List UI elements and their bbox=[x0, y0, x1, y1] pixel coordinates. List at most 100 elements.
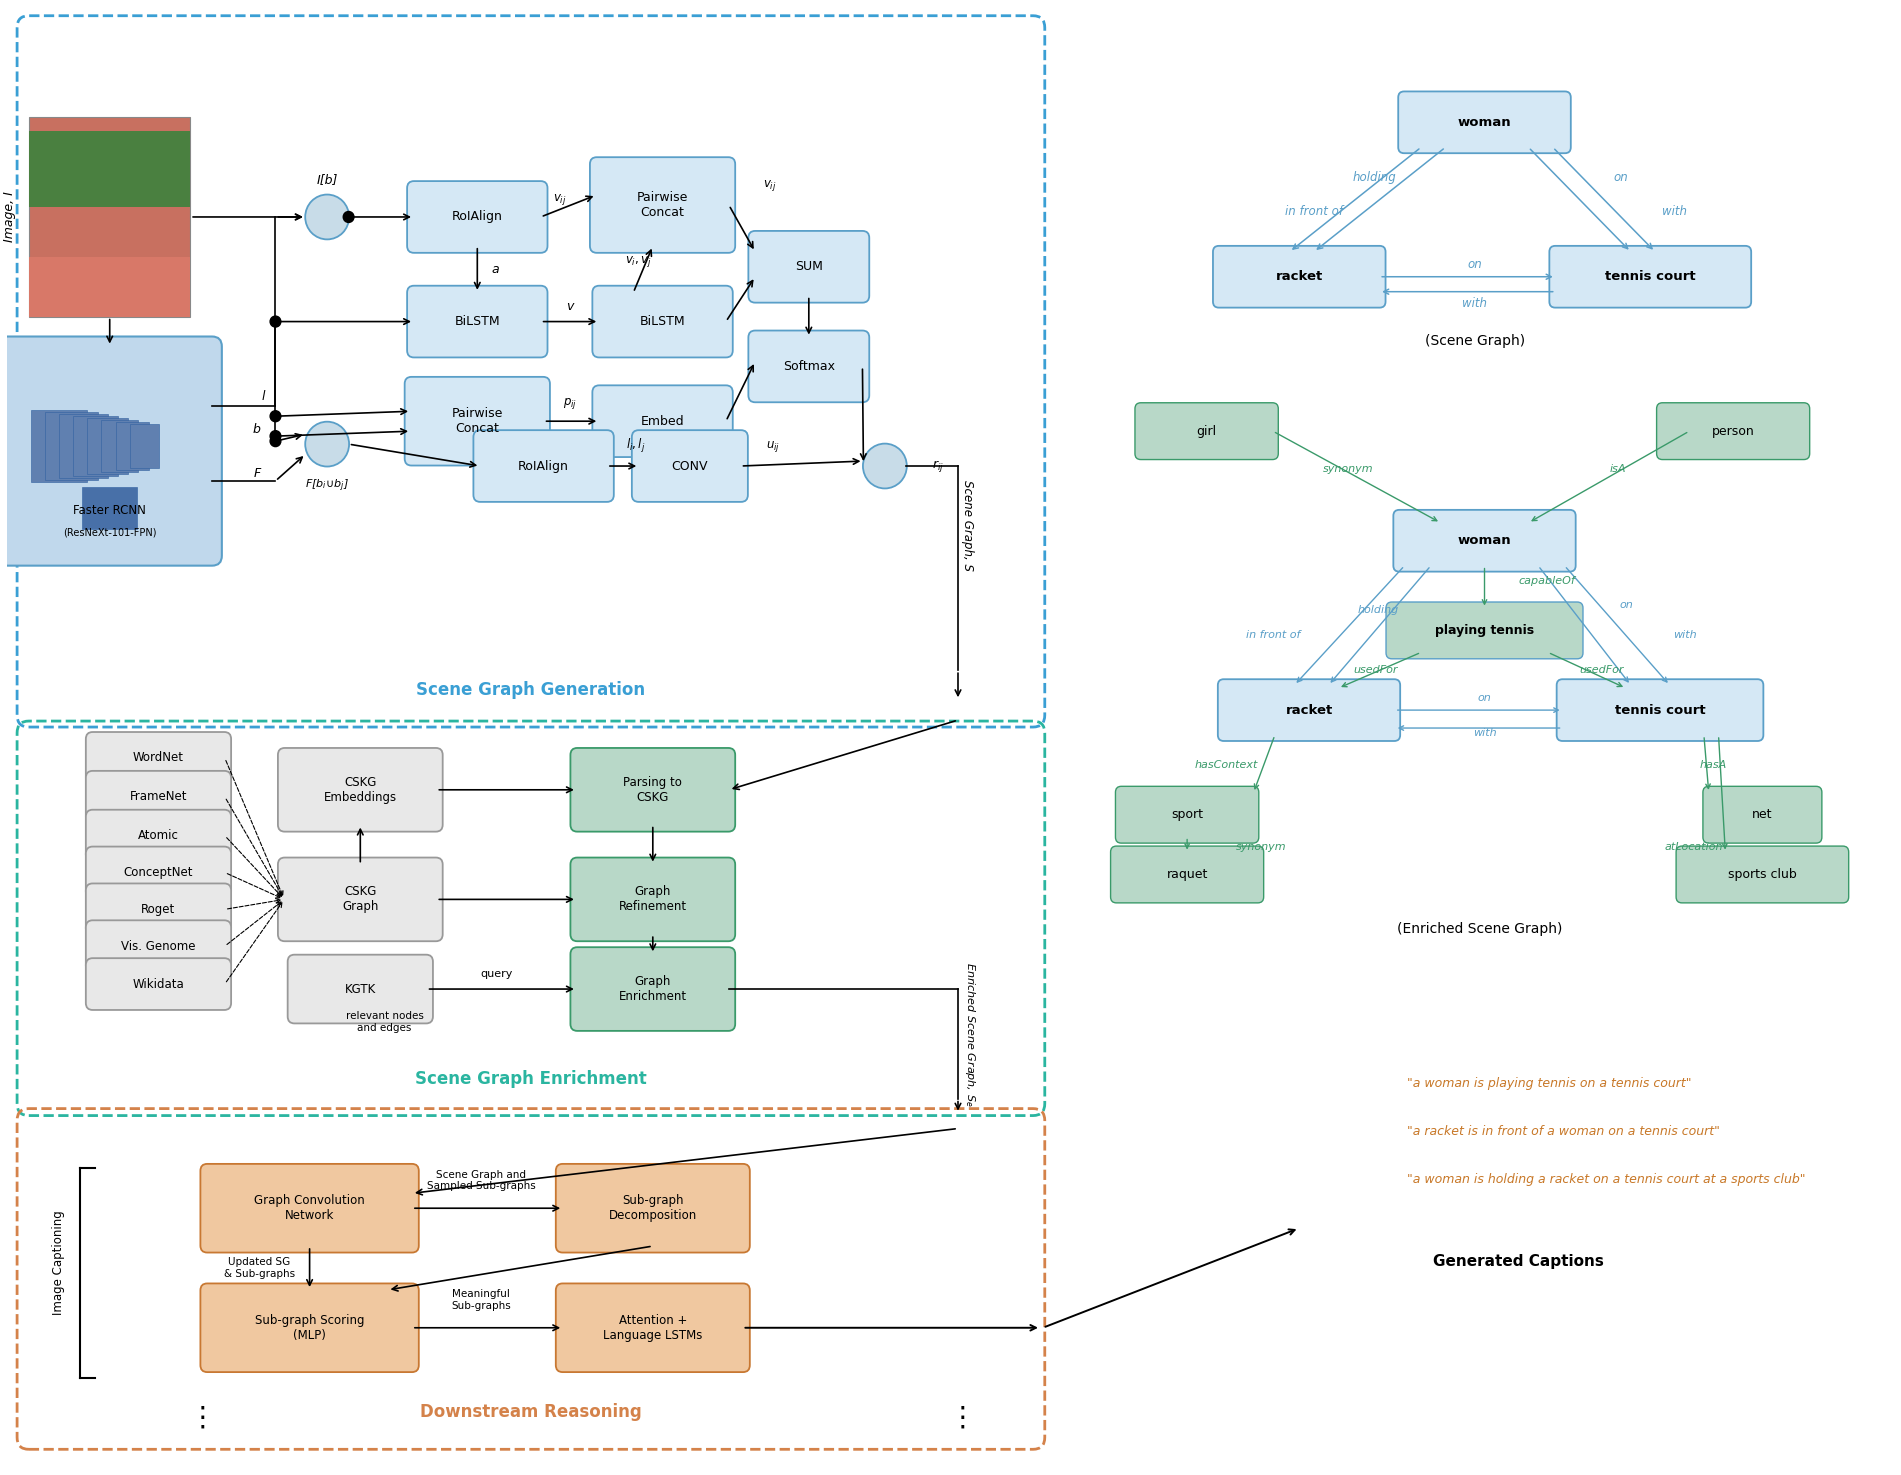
Text: holding: holding bbox=[1354, 171, 1397, 183]
Text: capableOf: capableOf bbox=[1519, 575, 1576, 586]
Text: Parsing to
CSKG: Parsing to CSKG bbox=[624, 776, 682, 804]
FancyBboxPatch shape bbox=[749, 330, 869, 403]
Text: with: with bbox=[1462, 296, 1487, 310]
FancyBboxPatch shape bbox=[570, 748, 736, 832]
Text: with: with bbox=[1673, 630, 1696, 640]
FancyBboxPatch shape bbox=[1656, 403, 1810, 460]
Text: $u_{ij}$: $u_{ij}$ bbox=[766, 438, 779, 454]
Text: playing tennis: playing tennis bbox=[1435, 624, 1534, 637]
Text: Roget: Roget bbox=[141, 903, 175, 916]
Text: in front of: in front of bbox=[1285, 205, 1342, 218]
FancyBboxPatch shape bbox=[593, 385, 732, 457]
Text: Embed: Embed bbox=[641, 414, 684, 428]
FancyBboxPatch shape bbox=[1703, 786, 1821, 844]
FancyBboxPatch shape bbox=[555, 1164, 749, 1252]
FancyBboxPatch shape bbox=[86, 920, 232, 972]
Text: (Enriched Scene Graph): (Enriched Scene Graph) bbox=[1397, 922, 1563, 937]
FancyBboxPatch shape bbox=[1135, 403, 1277, 460]
Text: relevant nodes
and edges: relevant nodes and edges bbox=[346, 1012, 424, 1032]
FancyBboxPatch shape bbox=[589, 158, 736, 252]
FancyBboxPatch shape bbox=[570, 857, 736, 941]
Text: FrameNet: FrameNet bbox=[129, 791, 186, 804]
Text: woman: woman bbox=[1458, 117, 1511, 128]
FancyBboxPatch shape bbox=[86, 771, 232, 823]
Text: RoIAlign: RoIAlign bbox=[519, 460, 568, 472]
FancyBboxPatch shape bbox=[570, 947, 736, 1031]
FancyBboxPatch shape bbox=[29, 118, 190, 317]
Text: Faster RCNN: Faster RCNN bbox=[74, 504, 146, 518]
FancyBboxPatch shape bbox=[101, 420, 139, 472]
FancyBboxPatch shape bbox=[1110, 847, 1264, 903]
FancyBboxPatch shape bbox=[278, 748, 443, 832]
FancyBboxPatch shape bbox=[30, 410, 87, 482]
FancyBboxPatch shape bbox=[278, 857, 443, 941]
Text: CSKG
Embeddings: CSKG Embeddings bbox=[323, 776, 397, 804]
Text: tennis court: tennis court bbox=[1614, 704, 1705, 717]
FancyBboxPatch shape bbox=[1549, 246, 1751, 308]
Text: Scene Graph, S: Scene Graph, S bbox=[962, 481, 973, 571]
Text: a: a bbox=[490, 263, 498, 276]
FancyBboxPatch shape bbox=[29, 131, 190, 207]
FancyBboxPatch shape bbox=[129, 425, 160, 468]
FancyBboxPatch shape bbox=[200, 1164, 418, 1252]
Text: l: l bbox=[262, 389, 266, 403]
Text: Enriched Scene Graph, $S_e$: Enriched Scene Graph, $S_e$ bbox=[962, 962, 977, 1106]
Text: Scene Graph and
Sampled Sub-graphs: Scene Graph and Sampled Sub-graphs bbox=[428, 1170, 536, 1192]
Circle shape bbox=[344, 211, 354, 223]
FancyBboxPatch shape bbox=[0, 336, 222, 565]
Text: F: F bbox=[253, 466, 260, 479]
FancyBboxPatch shape bbox=[593, 286, 732, 357]
FancyBboxPatch shape bbox=[1399, 91, 1570, 153]
FancyBboxPatch shape bbox=[86, 959, 232, 1010]
Text: Downstream Reasoning: Downstream Reasoning bbox=[420, 1403, 643, 1422]
Circle shape bbox=[270, 435, 281, 447]
Ellipse shape bbox=[863, 444, 907, 488]
Text: with: with bbox=[1661, 205, 1688, 218]
Text: Sub-graph Scoring
(MLP): Sub-graph Scoring (MLP) bbox=[255, 1314, 365, 1342]
Text: on: on bbox=[1468, 258, 1483, 271]
Text: Updated SG
& Sub-graphs: Updated SG & Sub-graphs bbox=[224, 1257, 295, 1279]
Text: net: net bbox=[1753, 808, 1772, 822]
FancyBboxPatch shape bbox=[200, 1283, 418, 1372]
Text: Graph Convolution
Network: Graph Convolution Network bbox=[255, 1195, 365, 1223]
Text: ⋮: ⋮ bbox=[949, 1403, 977, 1431]
FancyBboxPatch shape bbox=[631, 431, 747, 502]
Text: Scene Graph Enrichment: Scene Graph Enrichment bbox=[414, 1069, 646, 1087]
Circle shape bbox=[270, 410, 281, 422]
Text: hasA: hasA bbox=[1699, 760, 1728, 770]
FancyBboxPatch shape bbox=[86, 884, 232, 935]
Text: woman: woman bbox=[1458, 534, 1511, 547]
Text: $v_i,v_j$: $v_i,v_j$ bbox=[625, 254, 652, 270]
FancyBboxPatch shape bbox=[1213, 246, 1386, 308]
Text: RoIAlign: RoIAlign bbox=[452, 211, 502, 224]
Text: Sub-graph
Decomposition: Sub-graph Decomposition bbox=[608, 1195, 698, 1223]
FancyBboxPatch shape bbox=[1219, 678, 1401, 740]
Text: "a racket is in front of a woman on a tennis court": "a racket is in front of a woman on a te… bbox=[1407, 1125, 1719, 1139]
FancyBboxPatch shape bbox=[86, 847, 232, 898]
Text: $p_{ij}$: $p_{ij}$ bbox=[563, 395, 578, 410]
Text: KGTK: KGTK bbox=[344, 982, 376, 996]
FancyBboxPatch shape bbox=[555, 1283, 749, 1372]
Text: sport: sport bbox=[1171, 808, 1203, 822]
Text: Meaningful
Sub-graphs: Meaningful Sub-graphs bbox=[451, 1289, 511, 1311]
FancyBboxPatch shape bbox=[116, 422, 148, 471]
Text: BiLSTM: BiLSTM bbox=[454, 316, 500, 327]
Text: $l_i, l_j$: $l_i, l_j$ bbox=[627, 437, 646, 456]
Text: Scene Graph Generation: Scene Graph Generation bbox=[416, 681, 646, 699]
FancyBboxPatch shape bbox=[1393, 510, 1576, 572]
Text: (ResNeXt-101-FPN): (ResNeXt-101-FPN) bbox=[63, 528, 156, 538]
Text: BiLSTM: BiLSTM bbox=[641, 316, 686, 327]
Text: I[b]: I[b] bbox=[316, 173, 338, 186]
Text: WordNet: WordNet bbox=[133, 751, 184, 764]
Text: Attention +
Language LSTMs: Attention + Language LSTMs bbox=[603, 1314, 703, 1342]
Text: ⋮: ⋮ bbox=[188, 1403, 217, 1431]
FancyBboxPatch shape bbox=[407, 181, 547, 252]
Text: CONV: CONV bbox=[671, 460, 707, 472]
FancyBboxPatch shape bbox=[87, 419, 127, 473]
Text: raquet: raquet bbox=[1167, 867, 1207, 881]
Text: Pairwise
Concat: Pairwise Concat bbox=[637, 192, 688, 218]
Text: Image, I: Image, I bbox=[4, 192, 17, 242]
Text: racket: racket bbox=[1285, 704, 1333, 717]
Text: on: on bbox=[1477, 693, 1492, 704]
FancyBboxPatch shape bbox=[1386, 602, 1584, 659]
